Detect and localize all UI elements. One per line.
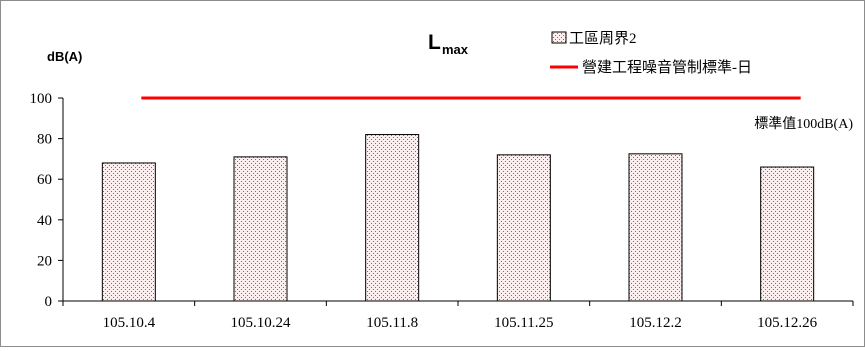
x-tick-label: 105.10.24 [231,315,292,331]
legend-bar-swatch [551,31,567,44]
bar-105.10.4 [101,162,156,302]
y-tick-label: 100 [30,91,53,107]
x-tick-label: 105.11.25 [494,315,553,331]
chart-title: L max [428,31,469,57]
chart-title-subscript: max [442,42,469,57]
y-axis-unit-label: dB(A) [47,49,82,64]
bar-105.11.25 [496,154,551,302]
bar-105.12.26 [760,166,815,302]
y-tick-label: 20 [37,253,52,269]
bar-105.12.2 [628,153,683,302]
legend-bar-label: 工區周界2 [569,30,637,47]
reference-annotation: 標準值100dB(A) [754,116,853,132]
y-tick-label: 80 [37,132,52,148]
legend: 工區周界2 營建工程噪音管制標準-日 [550,30,752,76]
y-tick-label: 60 [37,172,52,188]
x-tick-label: 105.12.26 [757,315,818,331]
chart-title-main: L [428,31,441,54]
x-tick-label: 105.11.8 [366,315,418,331]
bar-105.10.24 [233,156,288,302]
x-tick-label: 105.12.2 [629,315,682,331]
legend-line-label: 營建工程噪音管制標準-日 [582,59,752,76]
y-tick-label: 0 [45,294,53,310]
y-tick-label: 40 [37,213,52,229]
x-tick-label: 105.10.4 [103,315,156,331]
bar-105.11.8 [365,134,420,302]
plot-area: 0 20 40 60 80 100 105.10.4 105.10.24 105.11.8 105… [30,91,854,331]
